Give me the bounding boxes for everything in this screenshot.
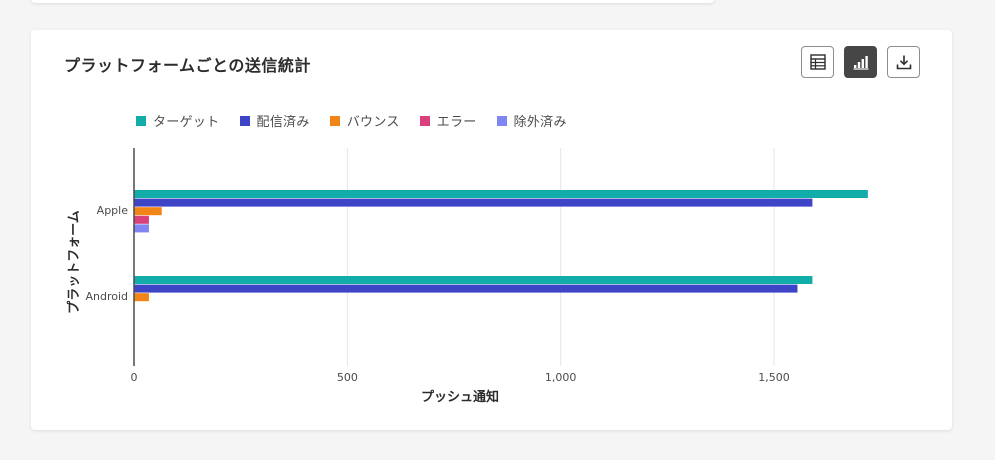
x-tick-label: 1,500 [758, 371, 790, 384]
chart-view-button[interactable] [844, 46, 877, 78]
previous-card [31, 0, 714, 3]
x-tick-label: 1,000 [545, 371, 577, 384]
legend-swatch [419, 115, 430, 126]
bar-apple-series-0 [134, 190, 868, 198]
legend-swatch [329, 115, 340, 126]
table-view-button[interactable] [801, 46, 834, 78]
legend-swatch [496, 115, 507, 126]
bar-apple-series-2 [134, 207, 162, 216]
bar-chart-icon [853, 56, 868, 70]
legend-label: 除外済み [513, 115, 567, 130]
y-tick-label: Android [85, 290, 128, 303]
bar-chart: Apple Android 0 500 1,000 1,500 プッシュ通知 プラットフォーム [67, 148, 868, 405]
bar-android-series-1 [134, 284, 798, 293]
legend-item-target[interactable]: ターゲット [136, 111, 220, 130]
y-tick-label: Apple [97, 204, 129, 217]
bar-apple-series-4 [134, 224, 149, 233]
platform-stats-card: プラットフォームごとの送信統計 [31, 30, 952, 430]
legend-swatch [239, 115, 250, 126]
legend-item-bounce[interactable]: バウンス [329, 111, 400, 130]
x-tick-label: 0 [131, 371, 138, 384]
bar-apple-series-1 [134, 198, 813, 207]
bar-apple-series-3 [134, 215, 149, 224]
legend-item-error[interactable]: エラー [419, 111, 477, 130]
download-icon [896, 55, 911, 70]
bar-android-series-0 [134, 276, 813, 284]
chart-toolbar [801, 46, 920, 78]
card-title: プラットフォームごとの送信統計 [64, 56, 311, 75]
legend-swatch [136, 115, 146, 126]
legend-item-excluded[interactable]: 除外済み [496, 111, 567, 130]
legend-label: ターゲット [153, 115, 220, 130]
legend-item-delivered[interactable]: 配信済み [239, 111, 310, 130]
x-tick-label: 500 [337, 371, 358, 384]
bar-android-series-2 [134, 293, 149, 302]
chart-legend: ターゲット 配信済み バウンス エラー 除外済み [136, 111, 567, 130]
download-button[interactable] [887, 46, 920, 78]
legend-label: エラー [436, 115, 477, 130]
legend-label: 配信済み [256, 115, 310, 130]
x-axis-title: プッシュ通知 [421, 389, 499, 405]
legend-label: バウンス [346, 115, 400, 130]
y-axis-title: プラットフォーム [67, 210, 82, 314]
table-icon [809, 54, 826, 70]
